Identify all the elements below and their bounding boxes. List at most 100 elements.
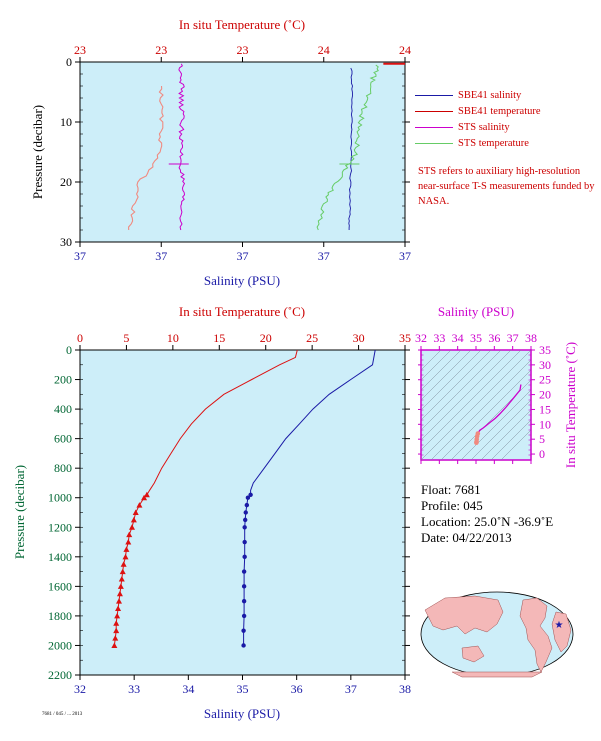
- footer-tiny: 7681 / 045 / ... 2013: [42, 712, 83, 717]
- density-contour: [470, 399, 531, 460]
- tick-label: 35: [470, 331, 482, 345]
- data-point: [122, 553, 129, 560]
- tick-label: 2000: [48, 638, 72, 652]
- data-point: [242, 539, 247, 545]
- tick-label: 30: [60, 235, 72, 249]
- data-point: [242, 525, 247, 530]
- data-point: [125, 539, 132, 545]
- density-contour: [421, 350, 462, 391]
- tick-label: 10: [539, 417, 551, 431]
- tick-label: 23: [237, 43, 249, 57]
- data-point: [130, 516, 137, 523]
- float-location-star: ★: [555, 620, 564, 631]
- tick-label: 800: [54, 461, 72, 475]
- map-land-africa: [551, 611, 572, 653]
- map-land-antarctica: [451, 671, 543, 678]
- data-point: [126, 531, 133, 538]
- data-point: [241, 613, 247, 619]
- legend-label: SBE41 salinity: [458, 90, 522, 101]
- data-point: [112, 635, 119, 641]
- tick-label: 36: [291, 682, 303, 696]
- density-contour: [430, 359, 531, 460]
- density-contour: [421, 350, 472, 401]
- density-contour: [421, 350, 452, 381]
- tick-label: 37: [399, 249, 411, 263]
- tick-label: 1600: [48, 579, 72, 593]
- tick-label: 0: [539, 447, 545, 461]
- data-point: [116, 598, 122, 604]
- legend-swatch: [415, 111, 453, 112]
- tick-label: 32: [74, 682, 86, 696]
- data-point: [119, 568, 126, 575]
- full-profile-panel: 0 5 10 15 20 25 30 35 32 33 34 35 36 37 38 0 200 400 600 80…: [12, 304, 411, 721]
- bottom-axis-title-temp: In situ Temperature (˚C): [179, 304, 305, 319]
- tick-label: 35: [539, 343, 551, 357]
- float-info: Float: 7681 Profile: 045 Location: 25.0˚…: [421, 482, 553, 546]
- data-point: [243, 510, 248, 515]
- data-point: [248, 492, 253, 497]
- data-point: [111, 642, 118, 648]
- series-line: [128, 85, 164, 231]
- float-location: Location: 25.0˚N -36.9˚E: [421, 514, 554, 529]
- top-axis-title-sal: Salinity (PSU): [204, 273, 280, 288]
- tick-label: 37: [507, 331, 519, 345]
- tick-label: 37: [345, 682, 357, 696]
- legend-label: SBE41 temperature: [458, 106, 541, 117]
- tick-label: 1200: [48, 520, 72, 534]
- tick-label: 23: [155, 43, 167, 57]
- tick-label: 2200: [48, 668, 72, 682]
- bottom-axis-title-sal: Salinity (PSU): [204, 706, 280, 721]
- data-point: [113, 620, 120, 626]
- ts-point: [475, 431, 481, 436]
- tick-label: 0: [66, 343, 72, 357]
- data-point: [243, 517, 248, 523]
- float-id: Float: 7681: [421, 482, 481, 497]
- tick-label: 20: [539, 388, 551, 402]
- tick-label: 35: [399, 331, 411, 345]
- data-point: [245, 495, 251, 500]
- data-point: [241, 584, 247, 589]
- data-point: [114, 612, 121, 619]
- tick-label: 0: [66, 55, 72, 69]
- series-line: [316, 64, 379, 231]
- tick-label: 200: [54, 373, 72, 387]
- density-contour: [421, 350, 442, 371]
- map-land-eurasia: [424, 595, 504, 635]
- top-axis-title-temp: In situ Temperature (˚C): [179, 17, 305, 32]
- profile-number: Profile: 045: [421, 498, 483, 513]
- top-axis-title-pressure: Pressure (decibar): [30, 105, 45, 199]
- data-point: [115, 605, 122, 612]
- tick-label: 37: [74, 249, 86, 263]
- tick-label: 5: [539, 432, 545, 446]
- tick-label: 36: [488, 331, 500, 345]
- legend-label: STS salinity: [458, 122, 510, 133]
- tick-label: 24: [318, 43, 330, 57]
- data-point: [141, 494, 148, 501]
- tick-label: 33: [433, 331, 445, 345]
- tick-label: 37: [237, 249, 249, 263]
- tick-label: 32: [415, 331, 427, 345]
- series-line: [178, 63, 186, 231]
- tick-label: 34: [452, 331, 464, 345]
- profile-date: Date: 04/22/2013: [421, 530, 512, 545]
- data-point: [123, 546, 130, 552]
- density-contour: [421, 350, 512, 441]
- tick-label: 5: [123, 331, 129, 345]
- data-point: [241, 569, 247, 574]
- tick-label: 24: [399, 43, 411, 57]
- tick-label: 37: [155, 249, 167, 263]
- density-contour: [440, 369, 531, 460]
- data-point: [241, 598, 247, 604]
- tick-label: 600: [54, 432, 72, 446]
- density-contour: [450, 379, 531, 460]
- data-point: [244, 502, 250, 508]
- data-point: [118, 575, 125, 582]
- tick-label: 30: [353, 331, 365, 345]
- tick-label: 25: [306, 331, 318, 345]
- tick-label: 34: [182, 682, 194, 696]
- legend-swatch: [415, 127, 453, 128]
- density-contour: [460, 389, 531, 460]
- tick-label: 15: [213, 331, 225, 345]
- density-contour: [500, 429, 531, 460]
